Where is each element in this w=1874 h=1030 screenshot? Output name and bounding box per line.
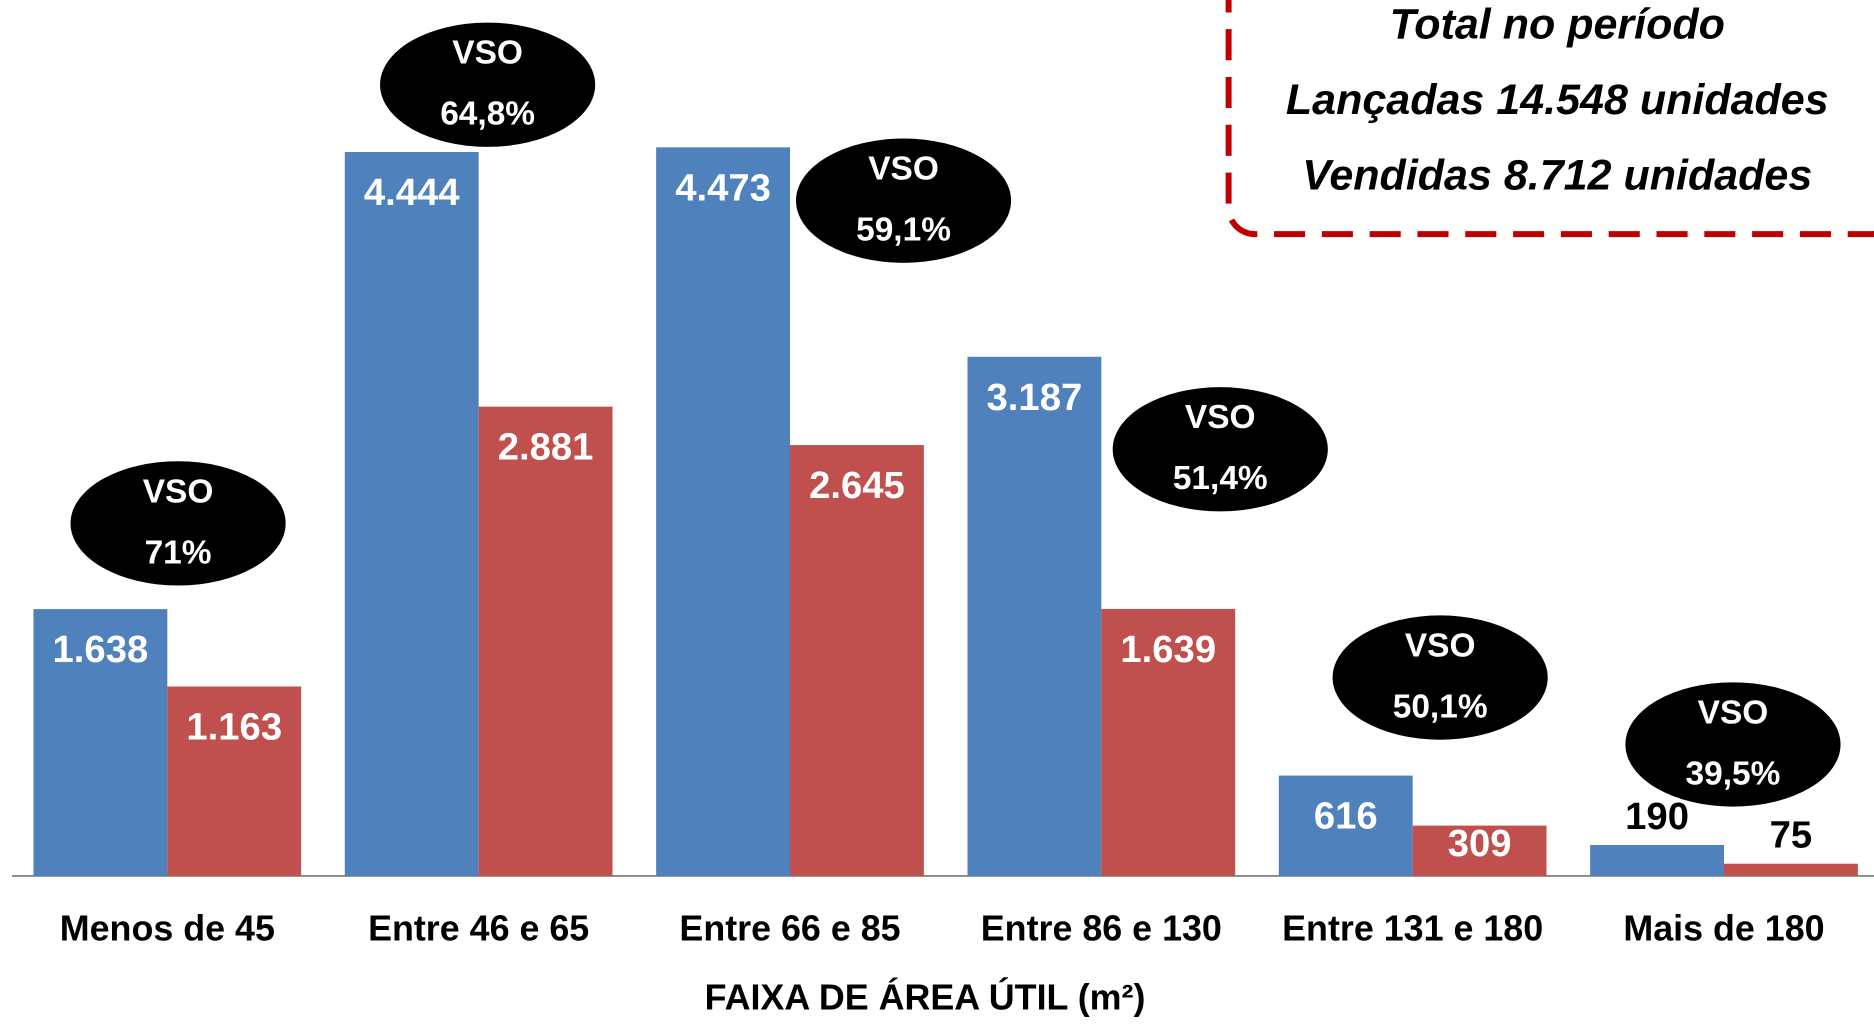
vso-value: 71% xyxy=(145,534,212,571)
bar xyxy=(344,152,479,876)
value-label: 190 xyxy=(1625,795,1689,838)
value-label: 2.645 xyxy=(809,464,905,507)
vso-value: 59,1% xyxy=(856,212,951,249)
value-label: 1.163 xyxy=(186,706,282,749)
value-label: 2.881 xyxy=(498,426,594,469)
vso-value: 64,8% xyxy=(440,96,535,133)
vso-value: 50,1% xyxy=(1393,688,1488,725)
value-label: 1.639 xyxy=(1120,628,1216,671)
bar xyxy=(478,406,613,876)
vso-title: VSO xyxy=(452,35,523,72)
bar xyxy=(33,609,168,876)
bar xyxy=(967,356,1102,876)
bar xyxy=(1278,775,1413,876)
vso-title: VSO xyxy=(1185,399,1256,436)
value-label: 4.444 xyxy=(364,171,460,214)
bar xyxy=(1724,863,1858,876)
x-tick-label: Mais de 180 xyxy=(1623,908,1824,948)
x-axis-label: FAIXA DE ÁREA ÚTIL (m²) xyxy=(705,978,1146,1018)
value-label: 616 xyxy=(1314,795,1378,838)
value-label: 1.638 xyxy=(53,628,149,671)
vso-value: 51,4% xyxy=(1173,460,1268,497)
vso-bubble xyxy=(380,22,596,147)
x-tick-label: Entre 66 e 85 xyxy=(679,908,900,948)
vso-title: VSO xyxy=(1698,694,1769,731)
value-label: 75 xyxy=(1770,814,1813,857)
bar xyxy=(789,445,924,876)
vso-title: VSO xyxy=(1405,628,1476,665)
value-label: 4.473 xyxy=(675,166,771,209)
value-label: 309 xyxy=(1448,822,1512,865)
vso-bubble xyxy=(70,461,286,586)
vso-value: 39,5% xyxy=(1686,755,1781,792)
value-label: 3.187 xyxy=(987,376,1083,419)
vso-bubble xyxy=(795,138,1012,263)
box-line: Total no período xyxy=(1390,1,1725,49)
bar xyxy=(1412,825,1547,876)
x-tick-label: Menos de 45 xyxy=(60,908,275,948)
vso-bubble xyxy=(1332,615,1548,740)
vso-title: VSO xyxy=(143,473,214,510)
box-line: Lançadas 14.548 unidades xyxy=(1286,76,1829,124)
bar xyxy=(656,147,790,876)
vso-title: VSO xyxy=(868,151,939,188)
x-tick-label: Entre 131 e 180 xyxy=(1282,908,1543,948)
vso-bubble xyxy=(1625,682,1841,807)
bar xyxy=(1590,844,1725,876)
x-tick-label: Entre 86 e 130 xyxy=(981,908,1222,948)
x-tick-label: Entre 46 e 65 xyxy=(368,908,589,948)
bar xyxy=(167,686,302,876)
summary-box xyxy=(1225,0,1874,238)
vso-bubble xyxy=(1112,387,1328,512)
box-line: Vendidas 8.712 unidades xyxy=(1302,151,1812,199)
bar xyxy=(1101,608,1236,876)
